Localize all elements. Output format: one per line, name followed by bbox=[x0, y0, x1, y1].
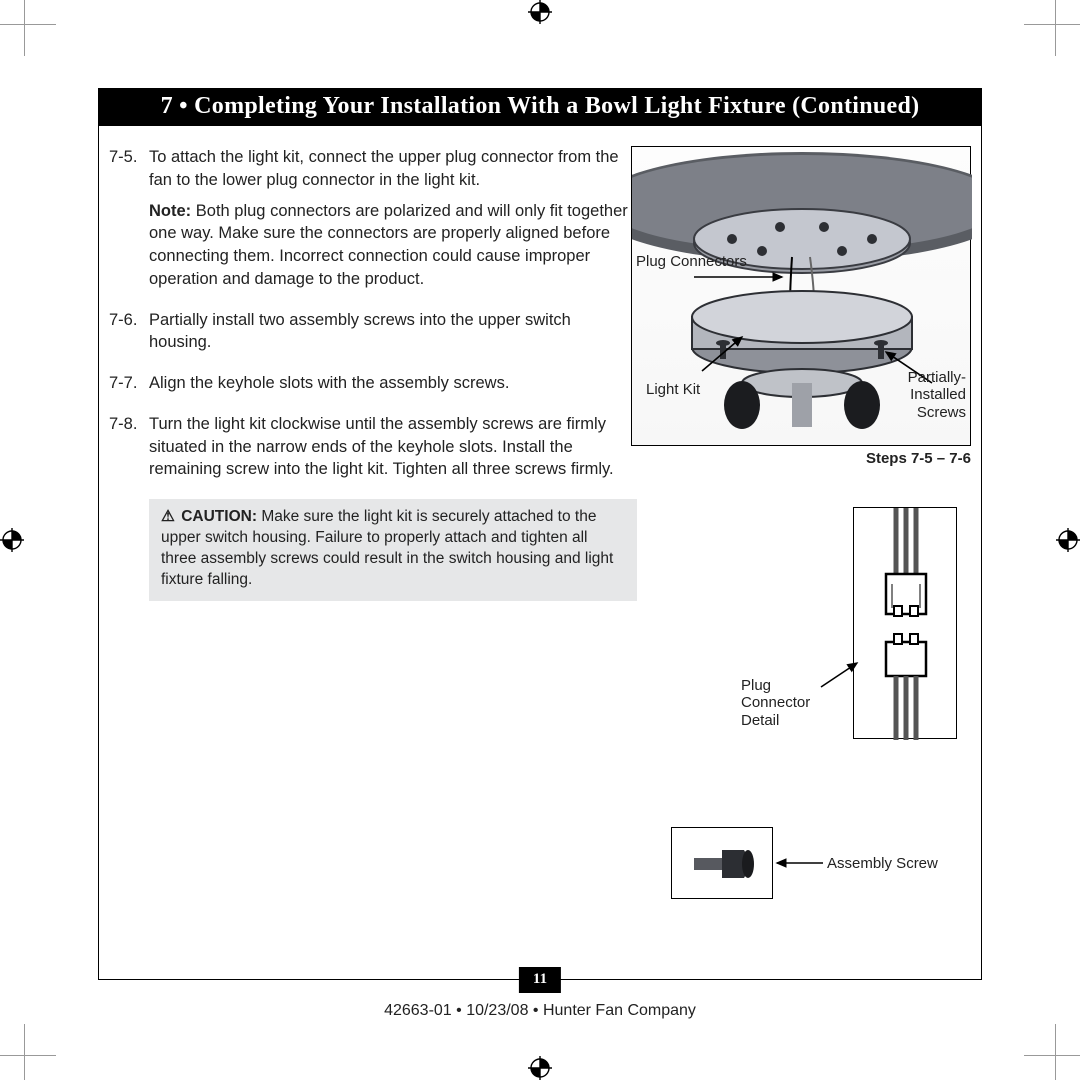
registration-mark-icon bbox=[528, 1056, 552, 1080]
step-text: Align the keyhole slots with the assembl… bbox=[149, 372, 637, 395]
step-number: 7-6. bbox=[109, 309, 149, 363]
step-number: 7-7. bbox=[109, 372, 149, 403]
page-frame: 7 • Completing Your Installation With a … bbox=[98, 88, 982, 980]
caution-label: CAUTION: bbox=[181, 508, 257, 525]
trim-mark bbox=[24, 1024, 25, 1080]
registration-mark-icon bbox=[528, 0, 552, 24]
trim-mark bbox=[1055, 1024, 1056, 1080]
figure-1-caption: Steps 7-5 – 7-6 bbox=[631, 450, 971, 467]
step-7-6: 7-6. Partially install two assembly scre… bbox=[109, 309, 637, 363]
trim-mark bbox=[0, 24, 56, 25]
page-content: 7-5. To attach the light kit, connect th… bbox=[99, 126, 981, 601]
trim-mark bbox=[1024, 1055, 1080, 1056]
trim-mark bbox=[1055, 0, 1056, 56]
figure-column: Plug Connectors Light Kit Partially- Ins… bbox=[631, 146, 971, 907]
figure-plug-connector-detail: Plug Connector Detail bbox=[631, 507, 971, 747]
registration-mark-icon bbox=[0, 528, 24, 552]
step-7-5: 7-5. To attach the light kit, connect th… bbox=[109, 146, 637, 299]
callout-plug-connectors: Plug Connectors bbox=[636, 253, 747, 270]
trim-mark bbox=[1024, 24, 1080, 25]
warning-icon: ⚠ bbox=[161, 508, 175, 525]
note-label: Note: bbox=[149, 202, 191, 220]
callout-assembly-screw: Assembly Screw bbox=[827, 855, 938, 872]
page-number-tab: 11 bbox=[519, 967, 561, 993]
step-number: 7-8. bbox=[109, 413, 149, 489]
figure-assembly-screw: Assembly Screw bbox=[631, 827, 971, 907]
callout-light-kit: Light Kit bbox=[646, 381, 706, 398]
caution-box: ⚠ CAUTION: Make sure the light kit is se… bbox=[149, 499, 637, 601]
trim-mark bbox=[24, 0, 25, 56]
callout-plug-connector-detail: Plug Connector Detail bbox=[741, 677, 831, 729]
step-7-8: 7-8. Turn the light kit clockwise until … bbox=[109, 413, 637, 489]
step-text: Partially install two assembly screws in… bbox=[149, 309, 637, 355]
step-note: Note: Both plug connectors are polarized… bbox=[149, 200, 637, 291]
callout-partially-installed-screws: Partially- Installed Screws bbox=[908, 369, 966, 421]
page-footer: 42663-01 • 10/23/08 • Hunter Fan Company bbox=[0, 1002, 1080, 1020]
section-header: 7 • Completing Your Installation With a … bbox=[99, 89, 981, 126]
step-7-7: 7-7. Align the keyhole slots with the as… bbox=[109, 372, 637, 403]
steps-list: 7-5. To attach the light kit, connect th… bbox=[109, 146, 637, 601]
registration-mark-icon bbox=[1056, 528, 1080, 552]
step-number: 7-5. bbox=[109, 146, 149, 299]
figure-steps-7-5-7-6: Plug Connectors Light Kit Partially- Ins… bbox=[631, 146, 971, 446]
note-text: Both plug connectors are polarized and w… bbox=[149, 202, 628, 288]
step-text: Turn the light kit clockwise until the a… bbox=[149, 413, 637, 481]
step-text: To attach the light kit, connect the upp… bbox=[149, 146, 637, 192]
trim-mark bbox=[0, 1055, 56, 1056]
